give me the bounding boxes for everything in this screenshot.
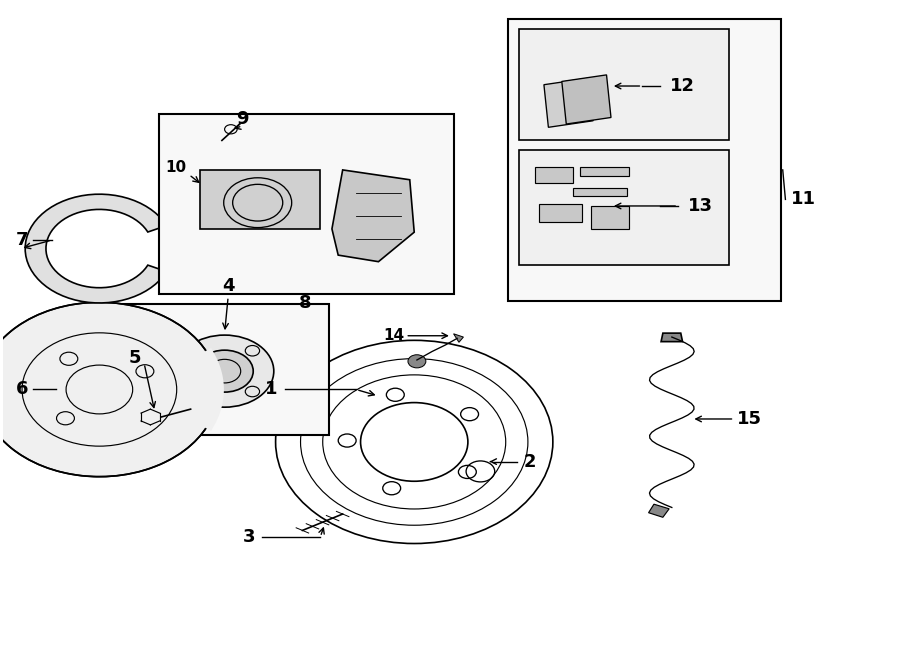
Circle shape [196,350,253,392]
Text: 2: 2 [524,453,536,471]
Circle shape [0,302,219,477]
Text: 14: 14 [383,329,404,343]
Text: 10: 10 [165,161,186,175]
Polygon shape [332,170,414,262]
Text: 8: 8 [299,294,311,312]
Polygon shape [200,170,320,229]
Polygon shape [649,504,669,518]
Text: 11: 11 [791,190,815,208]
Text: 1: 1 [265,381,277,399]
Bar [573,188,627,196]
Bar [119,304,329,436]
Text: 9: 9 [236,110,248,128]
Circle shape [176,335,274,407]
Polygon shape [562,75,611,124]
Text: 6: 6 [16,381,29,399]
Bar [591,206,629,229]
Polygon shape [544,78,593,128]
Text: 12: 12 [670,77,695,95]
Text: 13: 13 [688,197,713,215]
Polygon shape [454,334,464,342]
Bar [159,114,454,294]
Text: 4: 4 [222,277,234,295]
Polygon shape [662,333,682,342]
Bar [539,204,582,222]
Bar [519,29,729,140]
Text: 7: 7 [16,231,29,249]
Circle shape [408,355,426,368]
Text: 15: 15 [737,410,762,428]
Text: 3: 3 [242,528,255,546]
Bar [508,19,781,301]
Bar [535,167,572,183]
Bar [519,150,729,265]
Text: 5: 5 [129,349,141,367]
Bar [580,167,629,176]
Polygon shape [25,194,166,303]
